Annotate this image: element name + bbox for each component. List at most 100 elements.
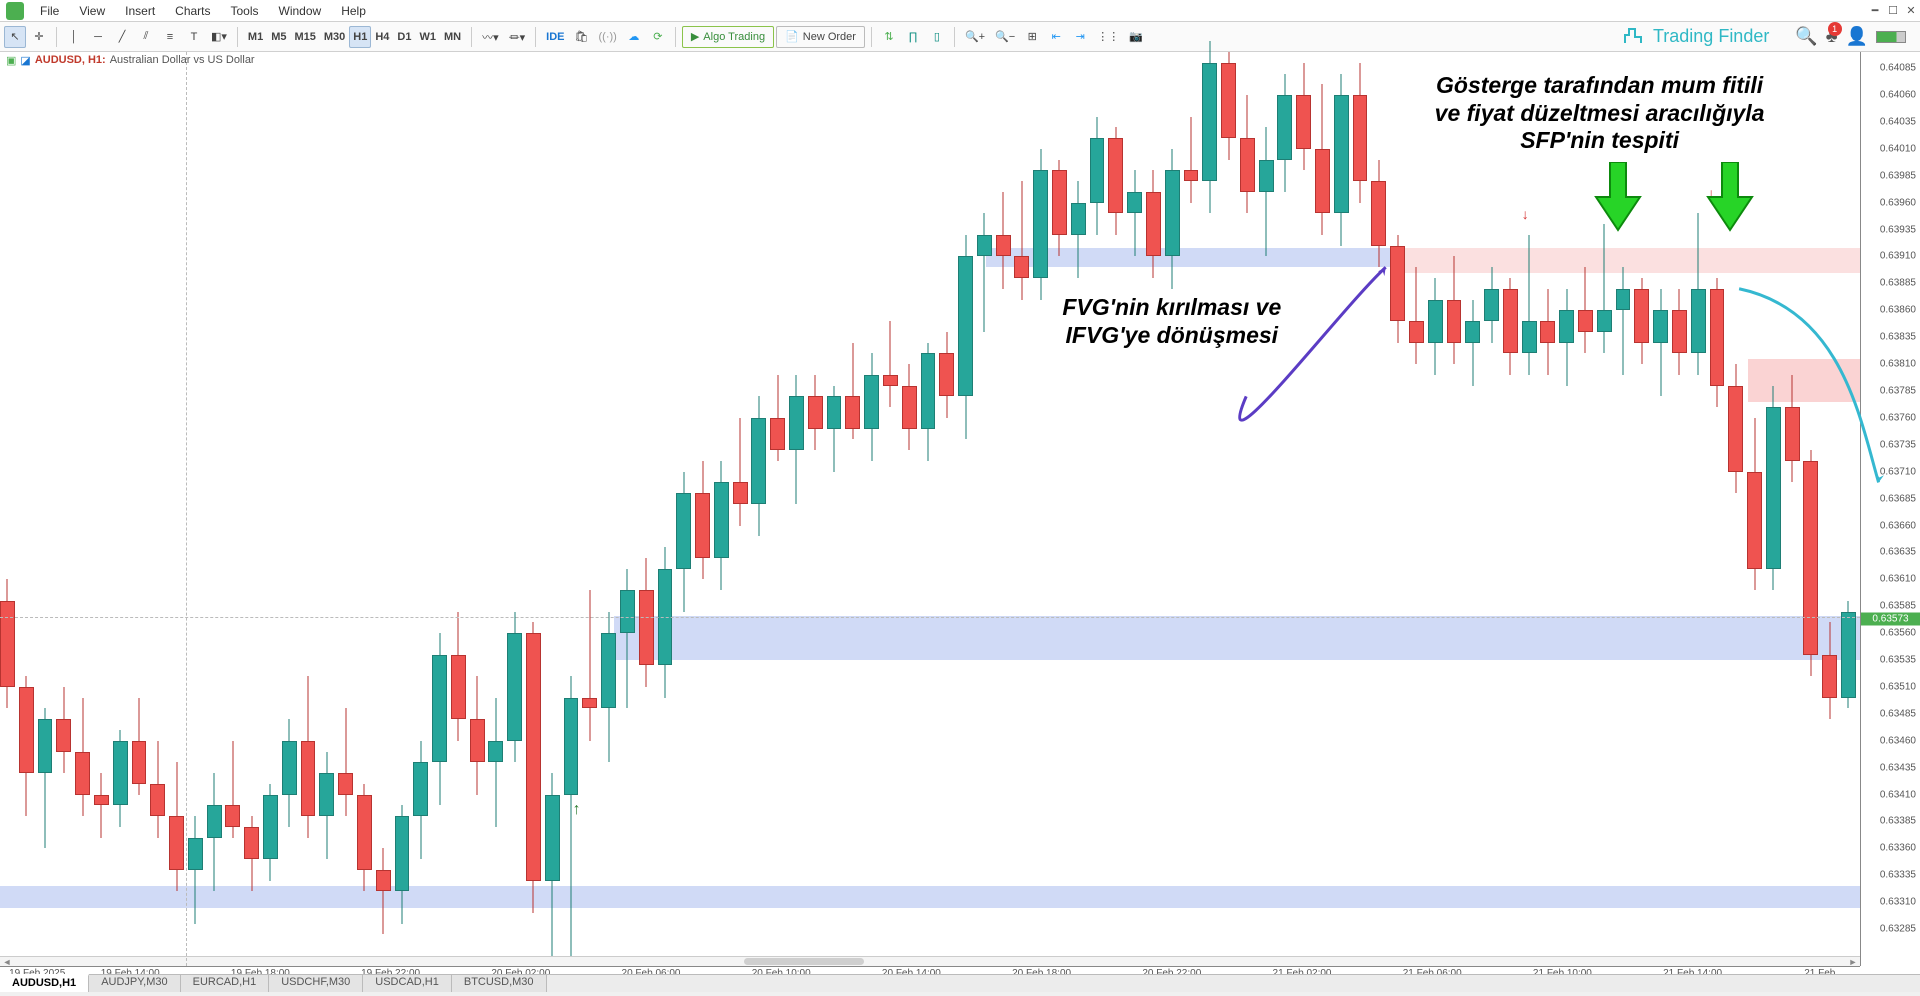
brand-text: Trading Finder [1653, 26, 1769, 47]
price-tick: 0.64060 [1880, 90, 1916, 101]
candle [977, 213, 992, 331]
candle [1447, 256, 1462, 364]
scroll-thumb[interactable] [744, 958, 864, 965]
timeframe-h4[interactable]: H4 [371, 26, 393, 48]
toolbar: ↖ ✛ │ ─ ╱ ⫽ ≡ T ◧▾ M1M5M15M30H1H4D1W1MN … [0, 22, 1920, 52]
equidistant-tool[interactable]: ⫽ [135, 26, 157, 48]
timeframe-m5[interactable]: M5 [267, 26, 290, 48]
chart-candle-style[interactable]: ⏛▾ [505, 26, 530, 48]
candle [1184, 117, 1199, 203]
candle [1803, 450, 1818, 676]
tab-usdcad-h1[interactable]: USDCAD,H1 [363, 975, 452, 992]
tab-usdchf-m30[interactable]: USDCHF,M30 [269, 975, 363, 992]
price-tick: 0.63285 [1880, 924, 1916, 935]
price-tick: 0.63410 [1880, 789, 1916, 800]
candle [1146, 170, 1161, 278]
candle [1108, 127, 1123, 235]
price-tick: 0.63560 [1880, 628, 1916, 639]
timeframe-w1[interactable]: W1 [415, 26, 440, 48]
timeframe-h1[interactable]: H1 [349, 26, 371, 48]
menu-window[interactable]: Window [269, 4, 332, 18]
candle [1691, 213, 1706, 374]
candle [902, 364, 917, 450]
menu-charts[interactable]: Charts [165, 4, 220, 18]
menu-view[interactable]: View [69, 4, 115, 18]
indicators-button[interactable]: ⋮⋮ [1093, 26, 1123, 48]
tab-audjpy-m30[interactable]: AUDJPY,M30 [89, 975, 180, 992]
algo-trading-button[interactable]: ▶ Algo Trading [682, 26, 774, 48]
candle [582, 590, 597, 741]
timeframe-m30[interactable]: M30 [320, 26, 349, 48]
zone-blue [614, 616, 1860, 660]
price-tick: 0.64010 [1880, 143, 1916, 154]
candle [38, 708, 53, 848]
price-tick: 0.63760 [1880, 412, 1916, 423]
timeframe-mn[interactable]: MN [440, 26, 465, 48]
candle [169, 762, 184, 891]
candle [1202, 41, 1217, 213]
crosshair-tool[interactable]: ✛ [28, 26, 50, 48]
candle [751, 396, 766, 536]
templates-button[interactable]: 📷 [1125, 26, 1147, 48]
zoom-out-button[interactable]: 🔍− [991, 26, 1019, 48]
zoom-in-button[interactable]: 🔍+ [961, 26, 989, 48]
tab-eurcad-h1[interactable]: EURCAD,H1 [181, 975, 270, 992]
chart-bars-button[interactable]: ∏ [902, 26, 924, 48]
price-tick: 0.63660 [1880, 520, 1916, 531]
shift-button[interactable]: ⇤ [1045, 26, 1067, 48]
search-icon[interactable]: 🔍 [1795, 26, 1817, 47]
chart-canvas[interactable]: ↓↓↓↑Gösterge tarafından mum fitilive fiy… [0, 52, 1860, 966]
chart-candles-button[interactable]: ▯ [926, 26, 948, 48]
horizontal-scrollbar[interactable]: ◄ ► [0, 956, 1860, 966]
grid-button[interactable]: ⊞ [1021, 26, 1043, 48]
text-tool[interactable]: T [183, 26, 205, 48]
notification-icon[interactable]: ♣1 [1826, 26, 1838, 47]
maximize-button[interactable]: ☐ [1884, 4, 1902, 17]
objects-tool[interactable]: ◧▾ [207, 26, 231, 48]
vline-tool[interactable]: │ [63, 26, 85, 48]
fibo-tool[interactable]: ≡ [159, 26, 181, 48]
notif-count: 1 [1828, 22, 1842, 36]
candle [376, 848, 391, 934]
price-tick: 0.63610 [1880, 574, 1916, 585]
cursor-tool[interactable]: ↖ [4, 26, 26, 48]
new-order-button[interactable]: 📄 New Order [776, 26, 865, 48]
candle [1597, 224, 1612, 353]
trendline-tool[interactable]: ╱ [111, 26, 133, 48]
refresh-button[interactable]: ⟳ [647, 26, 669, 48]
candle [1277, 74, 1292, 192]
candle [1240, 95, 1255, 213]
autoscroll-button[interactable]: ⇥ [1069, 26, 1091, 48]
timeframe-d1[interactable]: D1 [393, 26, 415, 48]
timeframe-m1[interactable]: M1 [244, 26, 267, 48]
signals-button[interactable]: ((·)) [595, 26, 621, 48]
candle [658, 547, 673, 698]
close-button[interactable]: ✕ [1902, 4, 1920, 17]
menu-insert[interactable]: Insert [115, 4, 165, 18]
depth-button[interactable]: ⇅ [878, 26, 900, 48]
up-marker-icon: ↑ [573, 801, 581, 819]
vps-button[interactable]: ☁ [623, 26, 645, 48]
timeframe-m15[interactable]: M15 [290, 26, 319, 48]
minimize-button[interactable]: ━ [1866, 4, 1884, 17]
account-icon[interactable]: 👤 [1846, 26, 1868, 47]
hline-tool[interactable]: ─ [87, 26, 109, 48]
candle [282, 719, 297, 827]
candle [1409, 267, 1424, 364]
menu-file[interactable]: File [30, 4, 69, 18]
candle [526, 622, 541, 913]
tab-btcusd-m30[interactable]: BTCUSD,M30 [452, 975, 547, 992]
curved-arrow-icon [0, 52, 1860, 966]
chart-line-style[interactable]: 〰▾ [478, 26, 503, 48]
candle [770, 375, 785, 461]
brand-logo-icon [1621, 25, 1645, 49]
market-button[interactable]: 🛍 [571, 26, 593, 48]
ide-button[interactable]: IDE [542, 26, 568, 48]
menu-tools[interactable]: Tools [221, 4, 269, 18]
candle [244, 816, 259, 891]
candle [676, 472, 691, 612]
chart-workspace: ▣◪ AUDUSD, H1: Australian Dollar vs US D… [0, 52, 1920, 992]
candle [639, 558, 654, 687]
tab-audusd-h1[interactable]: AUDUSD,H1 [0, 974, 89, 992]
menu-help[interactable]: Help [331, 4, 376, 18]
